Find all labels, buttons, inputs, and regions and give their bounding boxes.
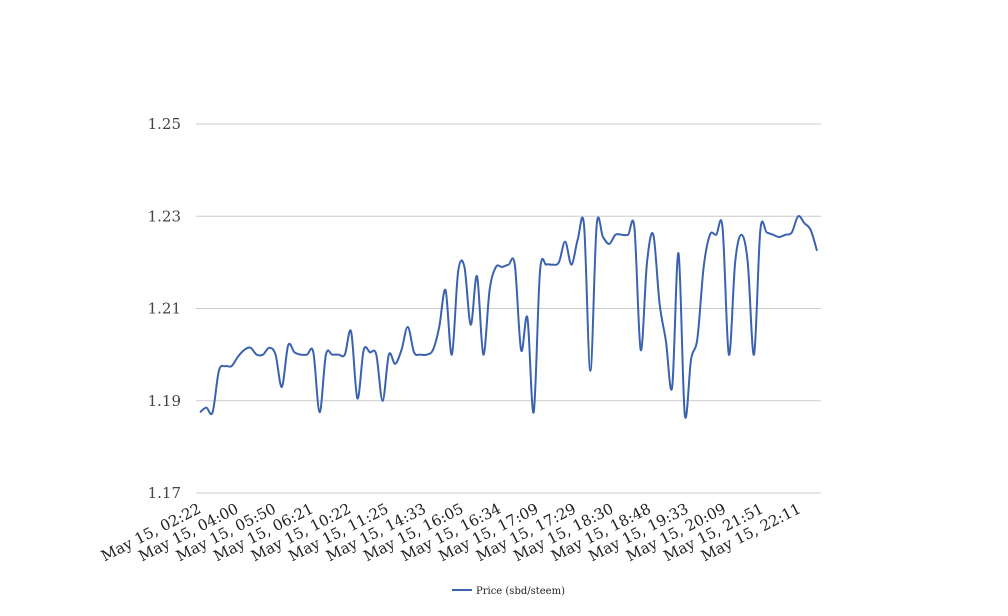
y-tick-label: 1.21 (148, 300, 181, 318)
y-tick-label: 1.19 (148, 392, 181, 410)
series-line-price (199, 215, 818, 419)
y-axis-ticks: 1.17 1.19 1.21 1.23 1.25 (148, 115, 181, 502)
series-lines (199, 215, 818, 419)
y-tick-label: 1.23 (148, 207, 181, 225)
legend: Price (sbd/steem) (452, 586, 565, 597)
y-tick-label: 1.17 (148, 484, 181, 502)
gridlines (196, 123, 821, 494)
legend-label: Price (sbd/steem) (476, 586, 565, 597)
y-tick-label: 1.25 (148, 115, 181, 133)
